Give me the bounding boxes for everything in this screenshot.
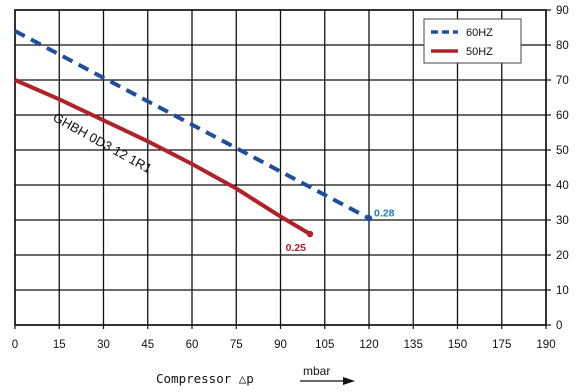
x-tick-label: 75 [230,339,243,351]
x-axis-ticks: 0 15 30 45 60 75 90 105 120 135 150 175 190 [12,325,556,351]
x-tick-label: 150 [448,339,467,351]
y-tick-label: 90 [556,5,569,17]
x-tick-label: 175 [492,339,511,351]
x-tick-label: 15 [53,339,66,351]
y-tick-label: 40 [556,180,569,192]
unit-arrow-icon [300,377,355,385]
series-lines: 0.28 0.25 [14,29,395,254]
y-tick-label: 20 [556,250,569,262]
x-tick-label: 30 [97,339,110,351]
x-tick-label: 105 [315,339,334,351]
y-tick-label: 10 [556,285,569,297]
y-tick-label: 30 [556,215,569,227]
legend-box [423,18,522,64]
x-axis-unit: mbar [303,364,330,378]
x-tick-label: 90 [274,339,287,351]
x-tick-label: 190 [536,339,555,351]
y-tick-label: 50 [556,145,569,157]
x-tick-label: 60 [186,339,199,351]
x-tick-label: 0 [12,339,18,351]
series-end-label: 0.25 [286,242,307,254]
y-tick-label: 0 [556,320,562,332]
x-tick-label: 120 [359,339,378,351]
x-tick-label: 45 [141,339,154,351]
x-axis-label: Compressor △p [156,371,254,386]
series-line-50hz [14,78,312,236]
y-tick-label: 80 [556,40,569,52]
series-end-label: 0.28 [374,207,395,219]
y-tick-label: 60 [556,110,569,122]
y-axis-ticks: 0 10 20 30 40 50 60 70 80 90 [546,5,569,332]
series-end-point [365,215,373,222]
legend: 60HZ 50HZ [423,18,522,64]
legend-label: 50HZ [466,46,493,58]
legend-label: 60HZ [466,27,493,39]
series-line-60hz [14,29,370,221]
x-tick-label: 135 [404,339,423,351]
series-end-point [306,230,314,238]
y-tick-label: 70 [556,75,569,87]
